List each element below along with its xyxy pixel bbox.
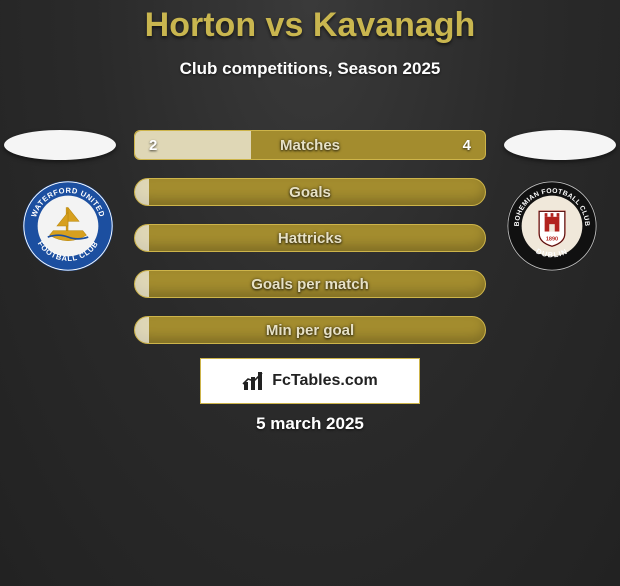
date-text: 5 march 2025 bbox=[0, 414, 620, 434]
bar-stat-label: Goals per match bbox=[135, 271, 485, 297]
bar-stat-fill bbox=[135, 271, 149, 297]
stats-bars: 2 Matches 4 Goals Hattricks Goals per matc… bbox=[134, 130, 486, 362]
bar-matches: 2 Matches 4 bbox=[134, 130, 486, 160]
bar-stat-fill bbox=[135, 225, 149, 251]
bar-stat-3: Min per goal bbox=[134, 316, 486, 344]
brand-box: FcTables.com bbox=[200, 358, 420, 404]
subtitle: Club competitions, Season 2025 bbox=[0, 59, 620, 79]
vs-text: vs bbox=[266, 6, 304, 44]
team-marker-right bbox=[504, 130, 616, 160]
bar-stat-0: Goals bbox=[134, 178, 486, 206]
player-b: Kavanagh bbox=[313, 6, 476, 44]
svg-text:1890: 1890 bbox=[546, 237, 558, 243]
brand-text: FcTables.com bbox=[272, 372, 378, 390]
team-marker-left bbox=[4, 130, 116, 160]
bar-stat-2: Goals per match bbox=[134, 270, 486, 298]
page-title: Horton vs Kavanagh bbox=[0, 6, 620, 45]
bar-stat-label: Hattricks bbox=[135, 225, 485, 251]
bar-stat-fill bbox=[135, 179, 149, 205]
club-crest-right: BOHEMIAN FOOTBALL CLUB DUBLIN 1890 bbox=[506, 180, 598, 272]
bar-matches-fill bbox=[135, 131, 251, 159]
brand-chart-icon bbox=[242, 370, 268, 392]
bar-stat-1: Hattricks bbox=[134, 224, 486, 252]
club-crest-left: WATERFORD UNITED FOOTBALL CLUB bbox=[22, 180, 114, 272]
matches-value-right: 4 bbox=[463, 131, 471, 159]
bar-stat-fill bbox=[135, 317, 149, 343]
bar-stat-label: Min per goal bbox=[135, 317, 485, 343]
player-a: Horton bbox=[145, 6, 256, 44]
bar-stat-label: Goals bbox=[135, 179, 485, 205]
